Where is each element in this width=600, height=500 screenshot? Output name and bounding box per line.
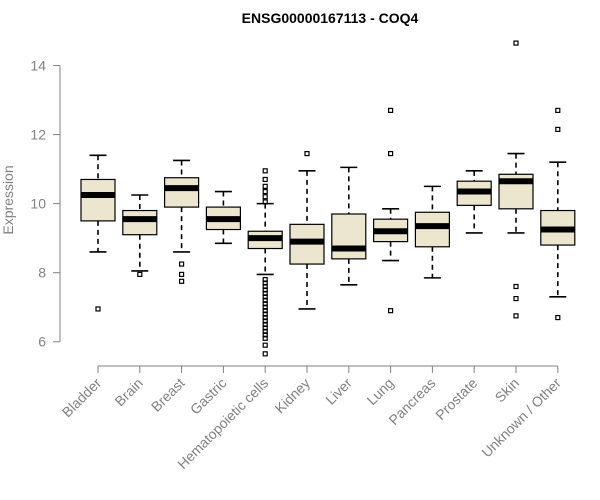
x-tick-label: Prostate: [432, 375, 480, 423]
box-group: [205, 190, 241, 245]
y-axis: 6 8 10 12 14: [30, 58, 61, 350]
outlier-point: [262, 176, 268, 183]
box-group: [456, 170, 492, 234]
box-group: [247, 168, 283, 357]
y-tick-label: 8: [38, 265, 46, 281]
x-tick-label: Unknown / Other: [478, 375, 564, 461]
outlier-point: [388, 308, 394, 314]
outlier-point: [262, 199, 268, 205]
outlier-point: [388, 150, 394, 157]
outlier-point: [555, 107, 561, 114]
outlier-point: [262, 194, 268, 200]
plot-area: [80, 40, 576, 357]
outlier-point: [513, 283, 519, 290]
y-tick-label: 12: [30, 127, 46, 143]
outlier-point: [262, 335, 268, 341]
box-iqr: [414, 211, 450, 248]
x-tick-label: Kidney: [272, 375, 314, 417]
outlier-point: [262, 342, 268, 348]
box-iqr: [80, 178, 116, 222]
outlier-point: [555, 126, 561, 133]
chart-title: ENSG00000167113 - COQ4: [242, 10, 419, 26]
box-group: [164, 159, 200, 284]
box-group: [373, 107, 409, 314]
outlier-point: [179, 278, 185, 284]
outlier-point: [513, 295, 519, 302]
box-iqr: [122, 209, 158, 236]
box-iqr: [331, 213, 367, 260]
outlier-point: [262, 183, 268, 189]
y-tick-label: 10: [30, 196, 46, 212]
x-tick-label: Lung: [363, 375, 396, 408]
box-group: [414, 185, 450, 279]
outlier-point: [137, 271, 143, 278]
x-tick-label: Skin: [492, 375, 523, 406]
box-group: [331, 166, 367, 286]
box-group: [498, 40, 534, 319]
outlier-point: [304, 150, 310, 157]
box-group: [540, 107, 576, 321]
outlier-point: [262, 188, 268, 195]
box-group: [289, 150, 325, 310]
y-tick-label: 6: [38, 334, 46, 350]
x-tick-label: Brain: [111, 375, 145, 409]
outlier-point: [262, 168, 268, 174]
outlier-point: [95, 306, 101, 312]
outlier-point: [262, 351, 268, 357]
outlier-point: [179, 261, 185, 267]
outlier-point: [513, 40, 519, 46]
x-tick-label: Liver: [322, 375, 355, 408]
outlier-point: [513, 313, 519, 319]
x-tick-label: Breast: [148, 375, 188, 415]
box-iqr: [164, 177, 200, 208]
y-tick-label: 14: [30, 58, 46, 74]
y-axis-title: Expression: [0, 165, 16, 234]
outlier-point: [179, 271, 185, 278]
outlier-point: [388, 107, 394, 114]
outlier-point: [555, 314, 561, 321]
box-group: [80, 154, 116, 312]
x-tick-label: Bladder: [59, 375, 105, 421]
box-group: [122, 194, 158, 278]
